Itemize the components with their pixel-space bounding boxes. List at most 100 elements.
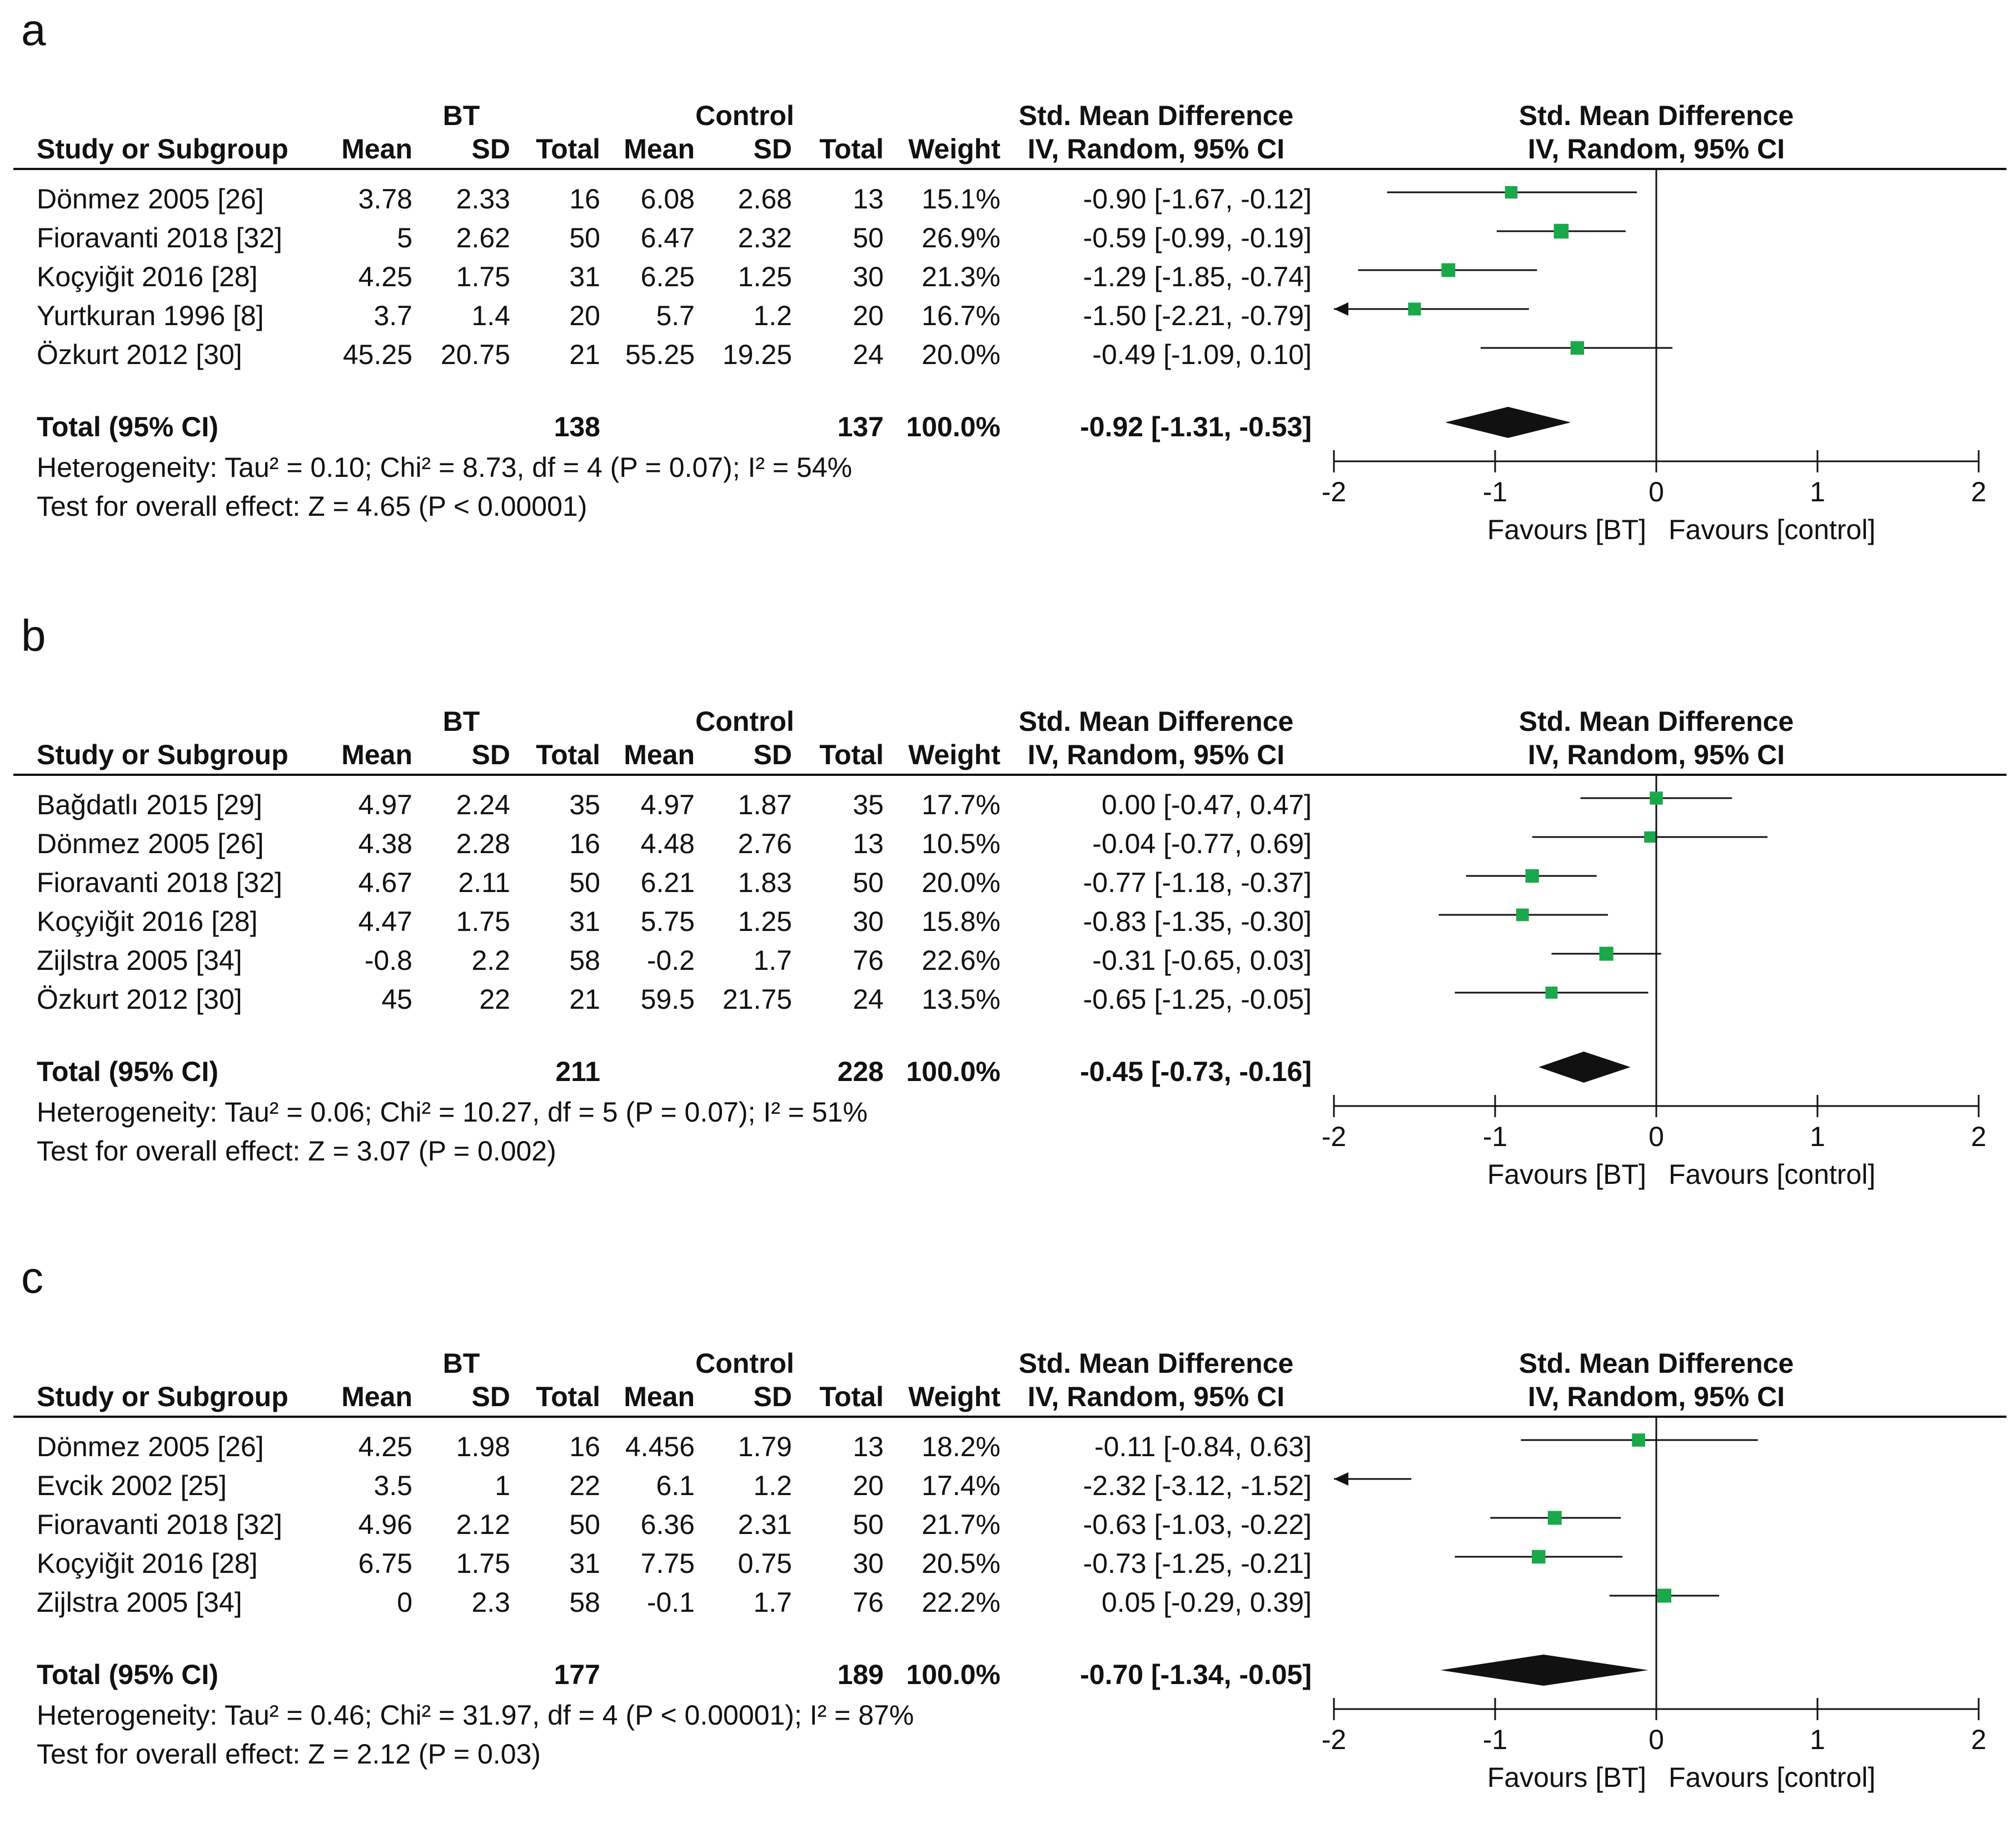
- total-bt: 177: [554, 1659, 600, 1690]
- header-rule: [13, 1416, 2006, 1418]
- favours-left-label: Favours [BT]: [1487, 1762, 1646, 1793]
- study-marker: [1532, 1550, 1546, 1564]
- favours-left-label: Favours [BT]: [1487, 1159, 1646, 1190]
- bt-sd: 1.75: [456, 261, 510, 292]
- bt-sd: 2.33: [456, 183, 510, 215]
- control-total: 13: [853, 183, 884, 215]
- x-tick-label: -1: [1483, 1121, 1507, 1152]
- bt-total: 16: [569, 1431, 600, 1462]
- header-rule: [13, 168, 2006, 170]
- bt-mean: 3.7: [373, 300, 412, 331]
- control-total: 35: [853, 789, 884, 820]
- x-tick-label: 2: [1971, 476, 1986, 507]
- control-sd: 2.32: [738, 222, 792, 253]
- study-ci: -0.73 [-1.25, -0.21]: [1083, 1548, 1312, 1579]
- group-header-control: Control: [695, 706, 794, 737]
- bt-sd: 1.75: [456, 906, 510, 937]
- study-weight: 20.0%: [922, 339, 1000, 370]
- study-name: Dönmez 2005 [26]: [37, 1431, 264, 1462]
- study-name: Bağdatlı 2015 [29]: [37, 789, 262, 820]
- group-header-bt: BT: [442, 706, 480, 737]
- bt-total: 20: [569, 300, 600, 331]
- column-header-method: IV, Random, 95% CI: [1027, 133, 1285, 165]
- control-mean: -0.1: [646, 1587, 695, 1618]
- bt-mean: 4.67: [358, 867, 412, 898]
- study-name: Özkurt 2012 [30]: [37, 339, 242, 370]
- panel-label: c: [21, 1253, 43, 1302]
- pooled-diamond: [1440, 1655, 1649, 1686]
- control-sd: 1.7: [753, 945, 792, 976]
- study-ci: 0.05 [-0.29, 0.39]: [1101, 1587, 1312, 1618]
- study-ci: -0.04 [-0.77, 0.69]: [1092, 828, 1312, 859]
- total-weight: 100.0%: [906, 1659, 1000, 1690]
- total-label: Total (95% CI): [37, 1659, 218, 1690]
- study-name: Yurtkuran 1996 [8]: [37, 300, 264, 331]
- plot-header-smd: Std. Mean Difference: [1518, 1348, 1794, 1379]
- bt-total: 50: [569, 1509, 600, 1540]
- bt-sd: 2.3: [471, 1587, 510, 1618]
- forest-plot-area: -2 -1 0 1 2 Favours [BT] Favours [control]: [1322, 169, 1986, 545]
- control-mean: 4.456: [625, 1431, 695, 1462]
- control-total: 76: [853, 945, 884, 976]
- study-marker: [1408, 302, 1421, 316]
- study-name: Özkurt 2012 [30]: [37, 984, 242, 1015]
- x-tick-label: 0: [1649, 476, 1664, 507]
- column-header-mean: Mean: [341, 739, 412, 770]
- forest-panel-a: a BT Control Std. Mean Difference Std. Mean …: [0, 0, 2012, 600]
- study-weight: 20.0%: [922, 867, 1000, 898]
- bt-mean: 6.75: [358, 1548, 412, 1579]
- study-marker: [1505, 186, 1518, 199]
- column-header-mean: Mean: [624, 133, 695, 165]
- control-sd: 1.2: [753, 300, 792, 331]
- study-ci: -0.90 [-1.67, -0.12]: [1083, 183, 1312, 215]
- control-sd: 21.75: [722, 984, 792, 1015]
- control-mean: 7.75: [640, 1548, 695, 1579]
- total-label: Total (95% CI): [37, 411, 218, 442]
- bt-sd: 2.28: [456, 828, 510, 859]
- study-marker: [1599, 947, 1613, 961]
- study-marker: [1553, 223, 1569, 239]
- control-total: 50: [853, 222, 884, 253]
- favours-right-label: Favours [control]: [1669, 514, 1875, 545]
- control-sd: 1.7: [753, 1587, 792, 1618]
- study-marker: [1650, 791, 1663, 805]
- column-header-total: Total: [536, 1381, 600, 1412]
- study-marker: [1632, 1433, 1645, 1447]
- pooled-diamond: [1538, 1052, 1631, 1083]
- bt-mean: 4.97: [358, 789, 412, 820]
- bt-sd: 2.11: [458, 867, 510, 898]
- x-tick-label: 0: [1649, 1121, 1664, 1152]
- control-total: 30: [853, 261, 884, 292]
- plot-header-smd: Std. Mean Difference: [1518, 100, 1794, 131]
- control-mean: 55.25: [625, 339, 695, 370]
- total-label: Total (95% CI): [37, 1056, 218, 1087]
- study-name: Evcik 2002 [25]: [37, 1470, 227, 1501]
- column-header-sd: SD: [471, 133, 510, 165]
- overall-effect-text: Test for overall effect: Z = 3.07 (P = 0…: [37, 1135, 556, 1167]
- bt-sd: 1.98: [456, 1431, 510, 1462]
- study-name: Fioravanti 2018 [32]: [37, 867, 282, 898]
- control-total: 50: [853, 1509, 884, 1540]
- study-marker: [1545, 987, 1558, 999]
- column-header-sd: SD: [471, 739, 510, 770]
- study-weight: 17.4%: [922, 1470, 1000, 1501]
- bt-sd: 2.24: [456, 789, 510, 820]
- column-header-total: Total: [819, 1381, 884, 1412]
- study-name: Koçyiğit 2016 [28]: [37, 261, 258, 292]
- bt-sd: 1.4: [471, 300, 510, 331]
- bt-mean: 4.96: [358, 1509, 412, 1540]
- control-total: 13: [853, 1431, 884, 1462]
- control-sd: 1.25: [738, 906, 792, 937]
- group-header-bt: BT: [442, 100, 480, 131]
- control-total: 30: [853, 1548, 884, 1579]
- study-weight: 20.5%: [922, 1548, 1000, 1579]
- column-header-weight: Weight: [908, 133, 1000, 165]
- control-total: 30: [853, 906, 884, 937]
- study-name: Dönmez 2005 [26]: [37, 828, 264, 859]
- bt-sd: 2.62: [456, 222, 510, 253]
- study-weight: 10.5%: [922, 828, 1000, 859]
- ci-truncation-arrow: [1334, 1472, 1348, 1486]
- bt-total: 31: [569, 906, 600, 937]
- study-marker: [1516, 908, 1529, 921]
- study-weight: 22.6%: [922, 945, 1000, 976]
